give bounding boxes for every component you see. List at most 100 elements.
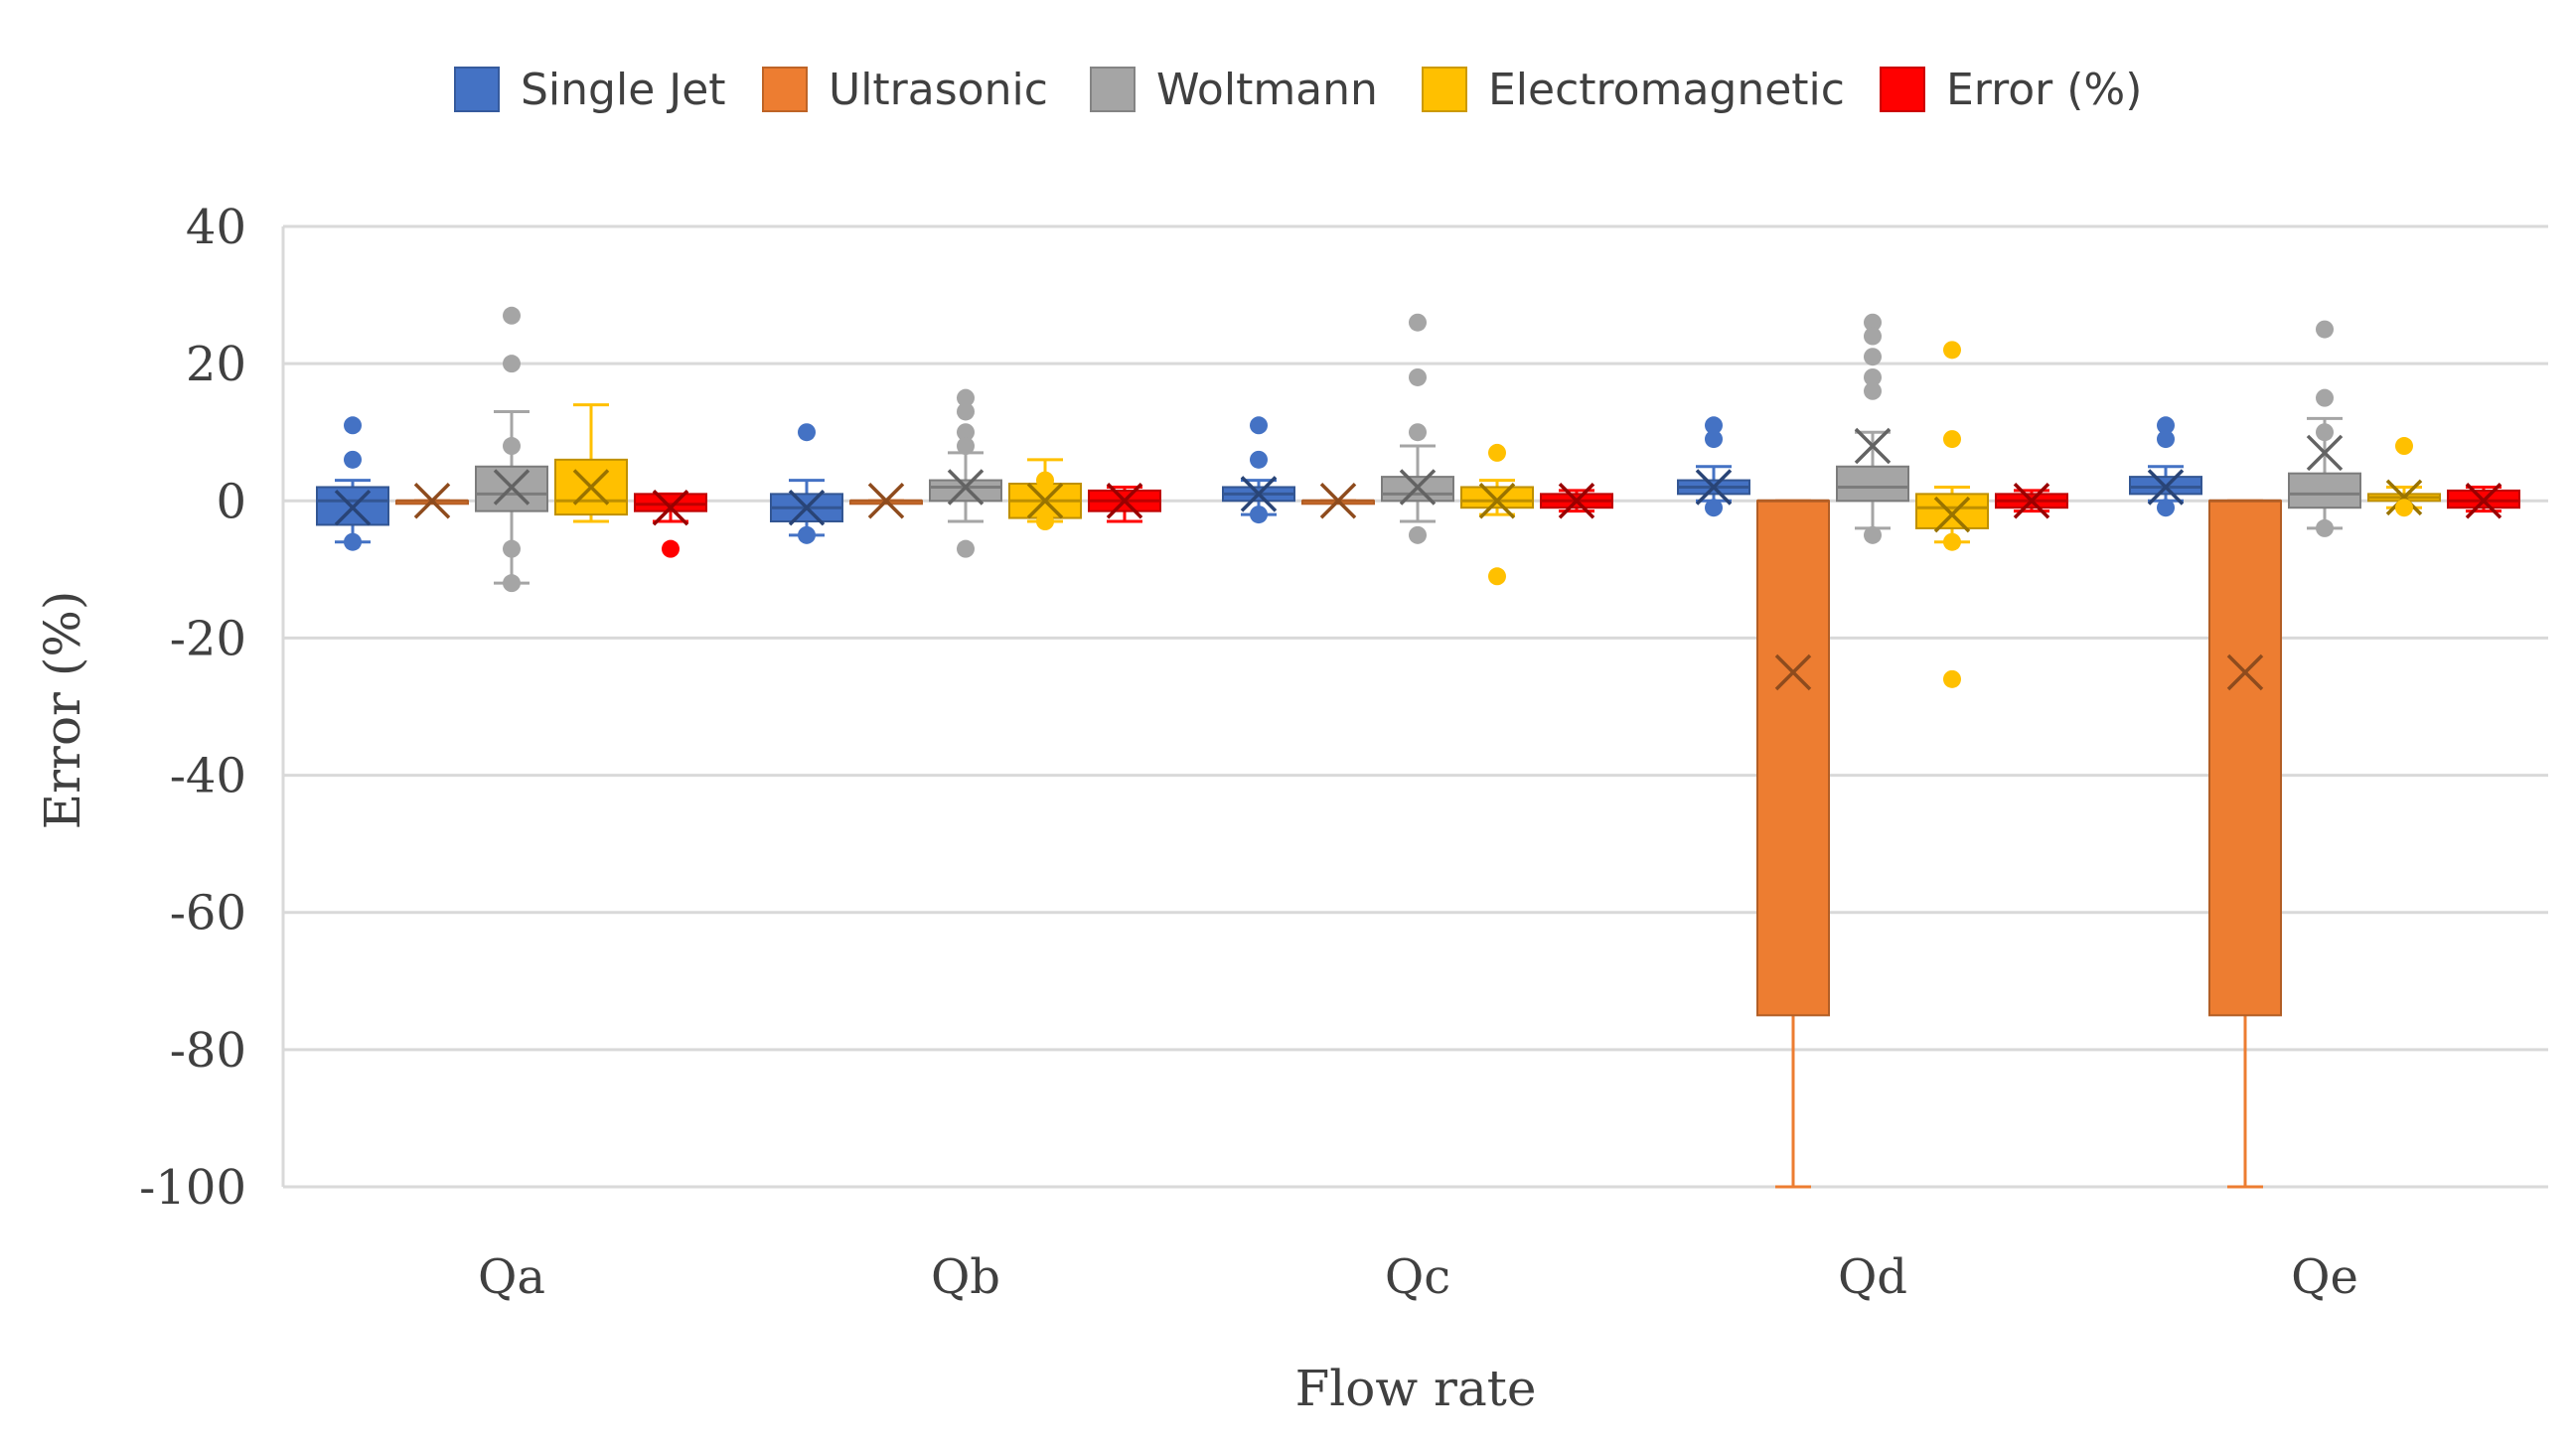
y-axis-ticks: 40 20 0 -20 -40 -60 -80 -100 [139,200,246,1216]
outlier-point [1864,525,1882,544]
outlier-point [1409,525,1427,544]
mean-marker [334,489,372,526]
outlier-point [1409,367,1427,386]
mean-marker [1240,476,1278,512]
box [2288,472,2361,509]
box [1381,476,1454,503]
outlier-point [798,525,816,544]
mean-marker [572,469,610,506]
legend-item: Electromagnetic [1422,65,1845,115]
mean-marker [1695,469,1733,506]
legend-label: Error (%) [1946,65,2142,115]
y-tick-label: -80 [170,1023,246,1079]
outlier-point [957,402,975,421]
x-axis-title: Flow rate [1295,1360,1537,1417]
y-axis-title: Error (%) [34,591,91,830]
box-series-group [316,306,2520,1189]
outlier-point [957,423,975,442]
outlier-point [1705,499,1723,517]
mean-marker [1399,469,1437,506]
outlier-point [1705,430,1723,449]
box [1460,486,1534,509]
legend-swatch [762,67,808,112]
outlier-point [1409,313,1427,332]
mean-marker [1558,483,1595,519]
series-woltmann [475,306,2361,593]
mean-marker [1319,483,1357,519]
box [1915,493,1989,529]
mean-marker [652,489,689,526]
mean-marker [2385,479,2423,516]
legend-item: Woltmann [1090,65,1378,115]
mean-marker [2013,483,2050,519]
outlier-point [957,437,975,456]
y-tick-label: 40 [186,200,246,255]
legend-swatch [1090,67,1136,112]
x-tick-label: Qe [2291,1249,2358,1305]
outlier-point [1864,367,1882,386]
outlier-point [1250,506,1268,524]
mean-marker [413,483,451,519]
mean-marker [1478,483,1516,519]
mean-marker [2465,483,2502,519]
y-tick-label: 0 [216,474,246,529]
legend-label: Single Jet [521,65,726,115]
mean-marker [1026,483,1064,519]
outlier-point [2395,437,2413,456]
outlier-point [1864,327,1882,346]
outlier-point [344,416,362,435]
outlier-point [957,388,975,407]
outlier-point [2316,423,2334,442]
x-axis-ticks: Qa Qb Qc Qd Qe [478,1249,2358,1305]
series-ultrasonic [395,483,2282,1189]
outlier-point [344,532,362,551]
mean-marker [788,489,826,526]
outlier-point [503,355,521,373]
box [1836,465,1909,503]
x-tick-label: Qb [931,1249,1000,1305]
mean-marker [2147,469,2185,506]
mean-marker [493,469,530,506]
outlier-point [344,450,362,469]
box [1756,500,1830,1017]
series-electromagnetic [554,341,2441,688]
outlier-point [1036,471,1054,490]
x-tick-label: Qa [478,1249,545,1305]
mean-marker [2226,653,2264,691]
outlier-point [503,306,521,325]
series-error [634,483,2520,558]
mean-marker [1774,653,1812,691]
outlier-point [2316,518,2334,537]
legend-label: Woltmann [1156,65,1378,115]
y-tick-label: -40 [170,749,246,804]
outlier-point [2157,430,2175,449]
legend-swatch [454,67,500,112]
outlier-point [1864,313,1882,332]
outlier-point [503,574,521,593]
legend-swatch [1422,67,1467,112]
legend-item: Ultrasonic [762,65,1048,115]
mean-marker [1933,496,1971,533]
outlier-point [798,423,816,442]
outlier-point [503,539,521,558]
y-tick-label: 20 [186,337,246,392]
x-tick-label: Qc [1385,1249,1450,1305]
y-tick-label: -60 [170,886,246,942]
outlier-point [1409,423,1427,442]
outlier-point [1943,341,1961,360]
outlier-point [503,437,521,456]
legend-item: Error (%) [1880,65,2142,115]
mean-marker [1854,427,1892,465]
outlier-point [1705,416,1723,435]
outlier-point [662,539,680,558]
box [929,479,1002,503]
outlier-point [2395,499,2413,517]
y-tick-label: -100 [139,1160,246,1216]
box [634,493,707,512]
outlier-point [1864,348,1882,366]
outlier-point [1943,532,1961,551]
outlier-point [1864,381,1882,400]
mean-marker [2306,434,2344,472]
